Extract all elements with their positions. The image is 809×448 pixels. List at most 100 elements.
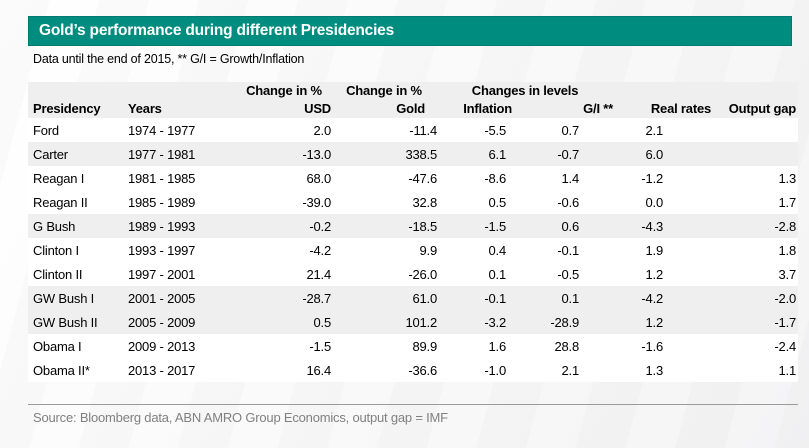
- cell-gold: 338.5: [331, 142, 437, 166]
- cell-output_gap: -2.8: [711, 214, 799, 238]
- table-row: Obama I 2009 - 2013 -1.5 89.9 1.6 28.8 -1.6 -2.…: [28, 334, 799, 358]
- cell-gold: -11.4: [331, 118, 437, 142]
- cell-real_rates: 1.2: [613, 310, 712, 334]
- cell-presidency: Reagan II: [28, 190, 128, 214]
- cell-real_rates: 1.9: [613, 238, 712, 262]
- divider: [28, 404, 798, 405]
- cell-presidency: GW Bush II: [28, 310, 128, 334]
- cell-gold: -47.6: [331, 166, 437, 190]
- cell-presidency: Ford: [28, 118, 128, 142]
- cell-inflation: -0.1: [437, 286, 512, 310]
- cell-years: 2009 - 2013: [128, 334, 237, 358]
- cell-gold: -26.0: [331, 262, 437, 286]
- cell-presidency: Obama II*: [28, 358, 128, 382]
- cell-years: 2001 - 2005: [128, 286, 237, 310]
- cell-inflation: 0.4: [437, 238, 512, 262]
- cell-inflation: -5.5: [437, 118, 512, 142]
- cell-gold: 32.8: [331, 190, 437, 214]
- cell-presidency: Carter: [28, 142, 128, 166]
- cell-gi: -28.9: [512, 310, 614, 334]
- column-header-real_rates: Real rates: [650, 101, 712, 116]
- cell-inflation: -1.5: [437, 214, 512, 238]
- cell-usd: 16.4: [237, 358, 331, 382]
- column-header-inflation: Inflation: [463, 101, 512, 116]
- cell-real_rates: 6.0: [613, 142, 712, 166]
- cell-years: 1993 - 1997: [128, 238, 237, 262]
- cell-output_gap: 1.8: [711, 238, 799, 262]
- table-row: Obama II* 2013 - 2017 16.4 -36.6 -1.0 2.1 1.3 1…: [28, 358, 799, 382]
- column-header-row: Presidency Years USD Gold Inflation G/I ** Rea…: [28, 99, 799, 118]
- subtitle: Data until the end of 2015, ** G/I = Gro…: [33, 52, 305, 66]
- cell-gold: 101.2: [331, 310, 437, 334]
- cell-years: 1974 - 1977: [128, 118, 237, 142]
- cell-real_rates: -1.2: [613, 166, 712, 190]
- cell-usd: -28.7: [237, 286, 331, 310]
- cell-usd: 21.4: [237, 262, 331, 286]
- cell-gold: 61.0: [331, 286, 437, 310]
- cell-inflation: 0.5: [437, 190, 512, 214]
- column-header-years: Years: [128, 101, 162, 116]
- cell-presidency: GW Bush I: [28, 286, 128, 310]
- table-row: Clinton I 1993 - 1997 -4.2 9.9 0.4 -0.1 1.9 1.8: [28, 238, 799, 262]
- data-table: Change in % Change in % Changes in levels …: [28, 82, 799, 382]
- cell-years: 2005 - 2009: [128, 310, 237, 334]
- cell-years: 1989 - 1993: [128, 214, 237, 238]
- cell-gi: 1.4: [512, 166, 614, 190]
- column-header-output_gap: Output gap: [728, 101, 797, 116]
- cell-real_rates: -1.6: [613, 334, 712, 358]
- cell-presidency: Clinton II: [28, 262, 128, 286]
- cell-usd: -13.0: [237, 142, 331, 166]
- group-header-row: Change in % Change in % Changes in levels: [28, 82, 799, 99]
- cell-inflation: -8.6: [437, 166, 512, 190]
- cell-presidency: Reagan I: [28, 166, 128, 190]
- cell-output_gap: 1.3: [711, 166, 799, 190]
- cell-inflation: -1.0: [437, 358, 512, 382]
- cell-real_rates: -4.3: [613, 214, 712, 238]
- column-header-presidency: Presidency: [33, 101, 101, 116]
- cell-presidency: Clinton I: [28, 238, 128, 262]
- cell-gold: 89.9: [331, 334, 437, 358]
- cell-gi: 28.8: [512, 334, 614, 358]
- cell-gi: -0.7: [512, 142, 614, 166]
- cell-presidency: G Bush: [28, 214, 128, 238]
- cell-usd: -0.2: [237, 214, 331, 238]
- cell-gi: -0.6: [512, 190, 614, 214]
- table-row: GW Bush II 2005 - 2009 0.5 101.2 -3.2 -28.9 1.…: [28, 310, 799, 334]
- table-row: G Bush 1989 - 1993 -0.2 -18.5 -1.5 0.6 -4.3 -2.…: [28, 214, 799, 238]
- cell-usd: -4.2: [237, 238, 331, 262]
- page-title: Gold’s performance during different Pres…: [39, 22, 395, 39]
- cell-real_rates: 2.1: [613, 118, 712, 142]
- cell-inflation: 6.1: [437, 142, 512, 166]
- cell-output_gap: [711, 142, 799, 166]
- table-row: Carter 1977 - 1981 -13.0 338.5 6.1 -0.7 6.0: [28, 142, 799, 166]
- cell-usd: 0.5: [237, 310, 331, 334]
- cell-output_gap: -2.0: [711, 286, 799, 310]
- table-row: Reagan I 1981 - 1985 68.0 -47.6 -8.6 1.4 -1.2 1…: [28, 166, 799, 190]
- cell-gold: -18.5: [331, 214, 437, 238]
- cell-gi: 0.6: [512, 214, 614, 238]
- cell-years: 1981 - 1985: [128, 166, 237, 190]
- cell-inflation: 0.1: [437, 262, 512, 286]
- cell-output_gap: 3.7: [711, 262, 799, 286]
- cell-years: 1985 - 1989: [128, 190, 237, 214]
- cell-output_gap: [711, 118, 799, 142]
- cell-gi: -0.5: [512, 262, 614, 286]
- cell-presidency: Obama I: [28, 334, 128, 358]
- table-row: Ford 1974 - 1977 2.0 -11.4 -5.5 0.7 2.1: [28, 118, 799, 142]
- column-header-usd: USD: [304, 101, 331, 116]
- group-header-cell: Change in %: [246, 83, 322, 98]
- cell-usd: 2.0: [237, 118, 331, 142]
- cell-inflation: -3.2: [437, 310, 512, 334]
- cell-real_rates: 1.3: [613, 358, 712, 382]
- cell-gold: -36.6: [331, 358, 437, 382]
- cell-gi: 2.1: [512, 358, 614, 382]
- group-header-cell: Changes in levels: [471, 83, 579, 98]
- cell-real_rates: 0.0: [613, 190, 712, 214]
- cell-real_rates: 1.2: [613, 262, 712, 286]
- cell-real_rates: -4.2: [613, 286, 712, 310]
- cell-usd: 68.0: [237, 166, 331, 190]
- cell-years: 2013 - 2017: [128, 358, 237, 382]
- cell-usd: -39.0: [237, 190, 331, 214]
- table-row: Clinton II 1997 - 2001 21.4 -26.0 0.1 -0.5 1.2…: [28, 262, 799, 286]
- cell-output_gap: 1.1: [711, 358, 799, 382]
